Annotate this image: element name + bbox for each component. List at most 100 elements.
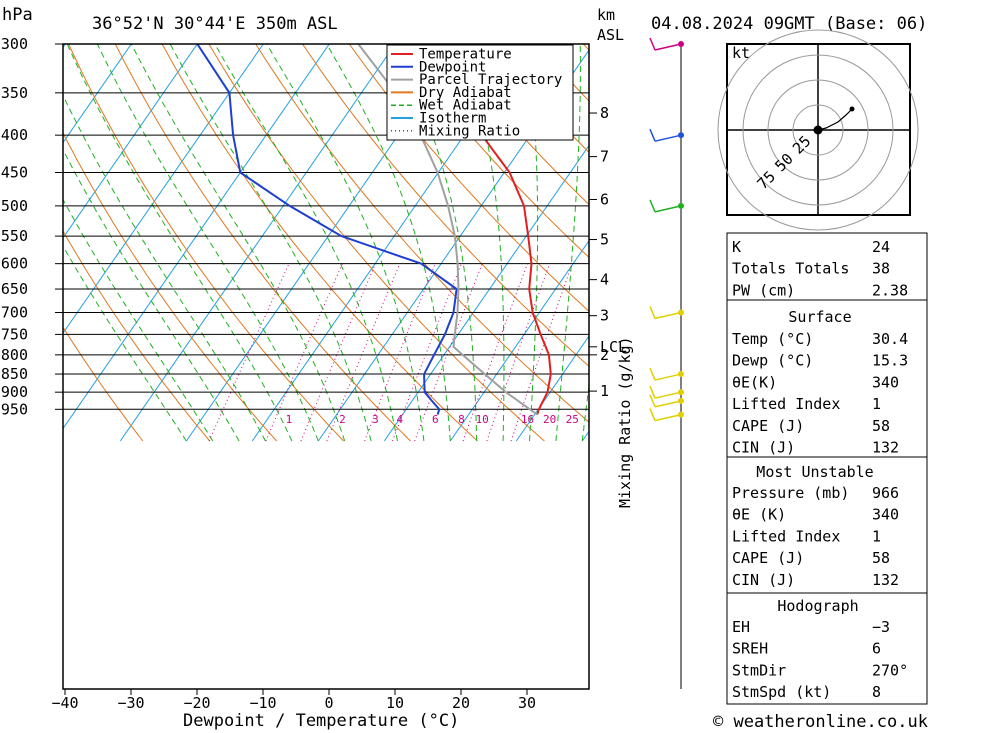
series-temperature-line: [463, 105, 552, 415]
table-row-label: StmSpd (kt): [732, 683, 831, 701]
wet-adiabat-line: [326, 44, 451, 442]
axis-labels: 1 2 3 4 6 8 10 16 20 2530035040045050055060065070…: [1, 35, 627, 712]
isotherm-line: [63, 44, 330, 430]
wet-adiabat-line: [581, 381, 589, 442]
legend-label: Mixing Ratio: [419, 123, 520, 139]
wind-barb: [654, 205, 682, 213]
isotherm-line: [449, 239, 589, 442]
surface-box: [726, 299, 928, 458]
wind-barb-feather: [649, 385, 656, 399]
mixing-ratio-line: [486, 263, 551, 442]
mixing-ratio-label: 8: [458, 413, 465, 426]
most-unstable-box: [726, 456, 928, 594]
wet-adiabat-line: [96, 44, 319, 442]
wet-adiabat-line: [392, 44, 478, 441]
isotherm-line: [63, 44, 264, 335]
table-row-value: 38: [872, 260, 890, 278]
pressure-tick-label: 300: [1, 35, 28, 53]
table-row-value: 340: [872, 373, 899, 391]
km-tick-label: LCL: [600, 338, 627, 356]
temp-tick-label: −10: [249, 694, 276, 712]
wet-adiabat-line: [461, 44, 505, 441]
legend-label: Isotherm: [419, 111, 486, 127]
dry-adiabat-line: [930, 22, 1000, 441]
dry-adiabat-line: [301, 44, 589, 367]
table-row-label: Lifted Index: [732, 527, 840, 545]
wind-barb-feather: [649, 306, 656, 319]
dry-adiabat-line: [63, 229, 211, 442]
legend-box: [386, 44, 574, 141]
location-title: 36°52'N 30°44'E 350m ASL: [92, 14, 338, 34]
legend-label: Temperature: [419, 47, 512, 63]
pressure-tick-label: 350: [1, 84, 28, 102]
table-row-value: 132: [872, 571, 899, 589]
table-row-value: 8: [872, 683, 881, 701]
mixing-ratio-label: 10: [476, 413, 489, 426]
pressure-tick-label: 450: [1, 164, 28, 182]
wet-adiabat-line: [266, 44, 425, 442]
pressure-tick-label: 700: [1, 304, 28, 322]
table-row-label: StmDir: [732, 661, 786, 679]
dry-adiabat-lines: [63, 22, 1000, 442]
mixing-ratio-line: [462, 263, 528, 442]
wet-adiabat-line: [130, 44, 346, 442]
dry-adiabat-line: [976, 22, 1000, 441]
table-row-value: 270°: [872, 661, 908, 679]
series-dewpoint-line: [196, 44, 458, 415]
temp-tick-label: −20: [183, 694, 210, 712]
isotherm-line: [63, 44, 198, 239]
forecast-datetime: 04.08.2024 09GMT (Base: 06): [651, 14, 927, 34]
pressure-tick-label: 650: [1, 280, 28, 298]
wind-barb: [654, 400, 682, 408]
wet-adiabat-line: [524, 44, 539, 442]
km-tick-label: 1: [600, 382, 609, 400]
pressure-tick-label: 900: [1, 383, 28, 401]
dry-adiabat-line: [161, 44, 478, 442]
temp-tick-label: −30: [117, 694, 144, 712]
table-row-value: 30.4: [872, 330, 908, 348]
isotherm-line: [383, 144, 589, 442]
dry-adiabat-line: [68, 44, 344, 442]
km-tick-label: 2: [600, 346, 609, 364]
wind-barb: [654, 311, 682, 320]
most-unstable-title: Most Unstable: [756, 463, 873, 481]
wind-barb-feather: [649, 199, 656, 213]
isotherm-line: [515, 335, 589, 442]
table-row-label: K: [732, 238, 741, 256]
mixing-ratio-axis-title: Mixing Ratio (g/kg): [616, 336, 634, 508]
wet-adiabat-line: [214, 44, 398, 442]
legend-label: Parcel Trajectory: [419, 72, 562, 88]
mixing-ratio-label: 25: [566, 413, 579, 426]
km-tick-label: 7: [600, 148, 609, 166]
table-row-value: −3: [872, 618, 890, 636]
wind-barb-column: [649, 37, 684, 689]
hodograph-table-box: [726, 592, 928, 705]
pressure-tick-label: 400: [1, 126, 28, 144]
wet-adiabat-line: [66, 44, 293, 442]
km-tick-label: 8: [600, 104, 609, 122]
hodograph-storm-point: [813, 125, 823, 135]
table-row-label: θE (K): [732, 506, 786, 524]
plot-frame: [62, 43, 590, 690]
dry-adiabat-line: [114, 44, 411, 442]
hodograph-ring: [792, 104, 844, 156]
temp-tick-label: 0: [324, 694, 333, 712]
legend-label: Dewpoint: [419, 59, 486, 75]
wet-adiabat-lines: [63, 44, 589, 442]
table-row-value: 58: [872, 417, 890, 435]
table-row-label: Lifted Index: [732, 395, 840, 413]
table-row-value: 6: [872, 640, 881, 658]
table-row-label: Pressure (mb): [732, 484, 849, 502]
wind-barb: [654, 413, 682, 422]
mixing-ratio-line: [265, 263, 343, 442]
pressure-tick-label: 600: [1, 255, 28, 273]
wind-barb-feather: [649, 37, 656, 51]
pressure-tick-label: 800: [1, 346, 28, 364]
table-row-label: SREH: [732, 640, 768, 658]
mixing-ratio-label: 20: [543, 413, 556, 426]
hodograph-unit: kt: [732, 44, 750, 62]
wet-adiabat-line: [63, 198, 214, 442]
legend-label: Dry Adiabat: [419, 85, 512, 101]
